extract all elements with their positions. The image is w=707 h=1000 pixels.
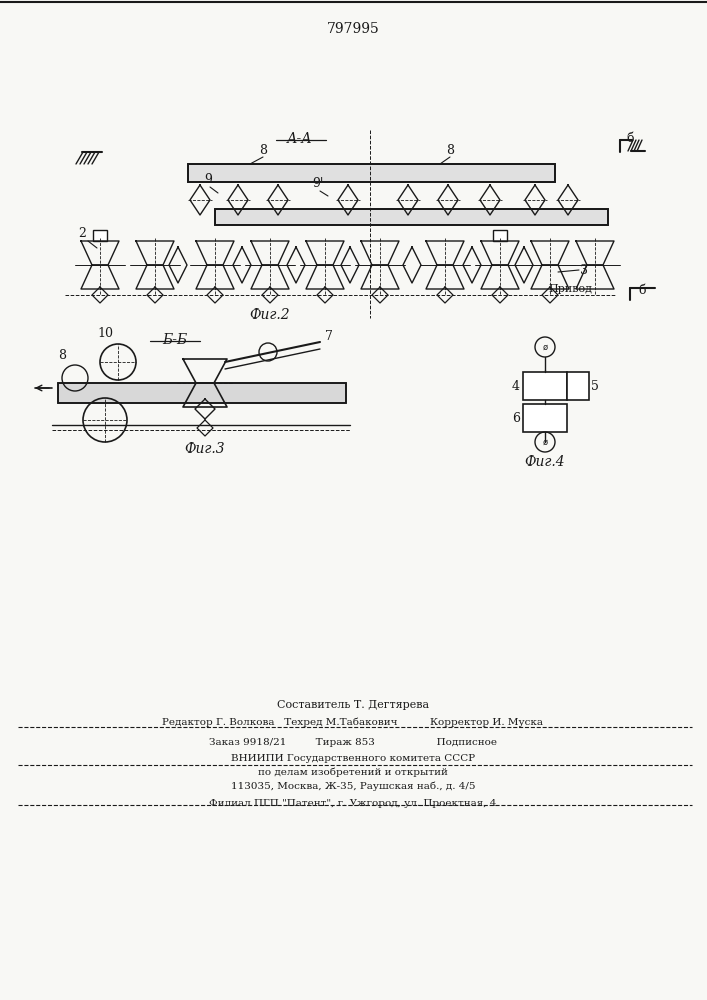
Text: Б-Б: Б-Б — [163, 333, 187, 347]
Bar — [215, 209, 608, 225]
Text: ø: ø — [542, 342, 547, 352]
Bar — [493, 230, 507, 241]
Text: Фиг.2: Фиг.2 — [250, 308, 291, 322]
Text: ø: ø — [542, 438, 547, 446]
Text: 797995: 797995 — [327, 22, 380, 36]
Text: Заказ 9918/21         Тираж 853                   Подписное: Заказ 9918/21 Тираж 853 Подписное — [209, 738, 497, 747]
Text: 113035, Москва, Ж-35, Раушская наб., д. 4/5: 113035, Москва, Ж-35, Раушская наб., д. … — [230, 782, 475, 791]
Text: 10: 10 — [97, 327, 113, 340]
Bar — [93, 230, 107, 241]
Text: б: б — [638, 284, 645, 297]
Text: 5: 5 — [591, 379, 599, 392]
Text: А-А: А-А — [287, 132, 313, 146]
Bar — [58, 383, 346, 403]
Text: 8: 8 — [446, 144, 454, 157]
Text: 3: 3 — [580, 263, 588, 276]
Bar — [523, 372, 567, 400]
Text: 6: 6 — [512, 412, 520, 424]
Text: Редактор Г. Волкова   Техред М.Табакович          Корректор И. Муска: Редактор Г. Волкова Техред М.Табакович К… — [163, 718, 544, 727]
Bar — [188, 164, 555, 182]
Text: 9: 9 — [204, 173, 212, 186]
Bar — [58, 383, 346, 403]
Text: Привод: Привод — [548, 284, 592, 294]
Text: 2: 2 — [78, 227, 86, 240]
Text: 8: 8 — [259, 144, 267, 157]
Text: Составитель Т. Дегтярева: Составитель Т. Дегтярева — [277, 700, 429, 710]
Text: по делам изобретений и открытий: по делам изобретений и открытий — [258, 768, 448, 777]
Bar — [215, 209, 608, 225]
Text: Фиг.4: Фиг.4 — [525, 455, 566, 469]
Text: Фиг.3: Фиг.3 — [185, 442, 226, 456]
Bar — [523, 404, 567, 432]
Bar — [188, 164, 555, 182]
Text: 8: 8 — [58, 349, 66, 362]
Text: 4: 4 — [512, 379, 520, 392]
Text: ВНИИПИ Государственного комитета СССР: ВНИИПИ Государственного комитета СССР — [231, 754, 475, 763]
Text: Филиал ПГП "Патент", г. Ужгород, ул. Проектная, 4: Филиал ПГП "Патент", г. Ужгород, ул. Про… — [209, 799, 497, 808]
Text: б: б — [626, 132, 633, 145]
Text: 9': 9' — [312, 177, 324, 190]
Bar — [567, 372, 589, 400]
Text: 7: 7 — [325, 330, 333, 344]
